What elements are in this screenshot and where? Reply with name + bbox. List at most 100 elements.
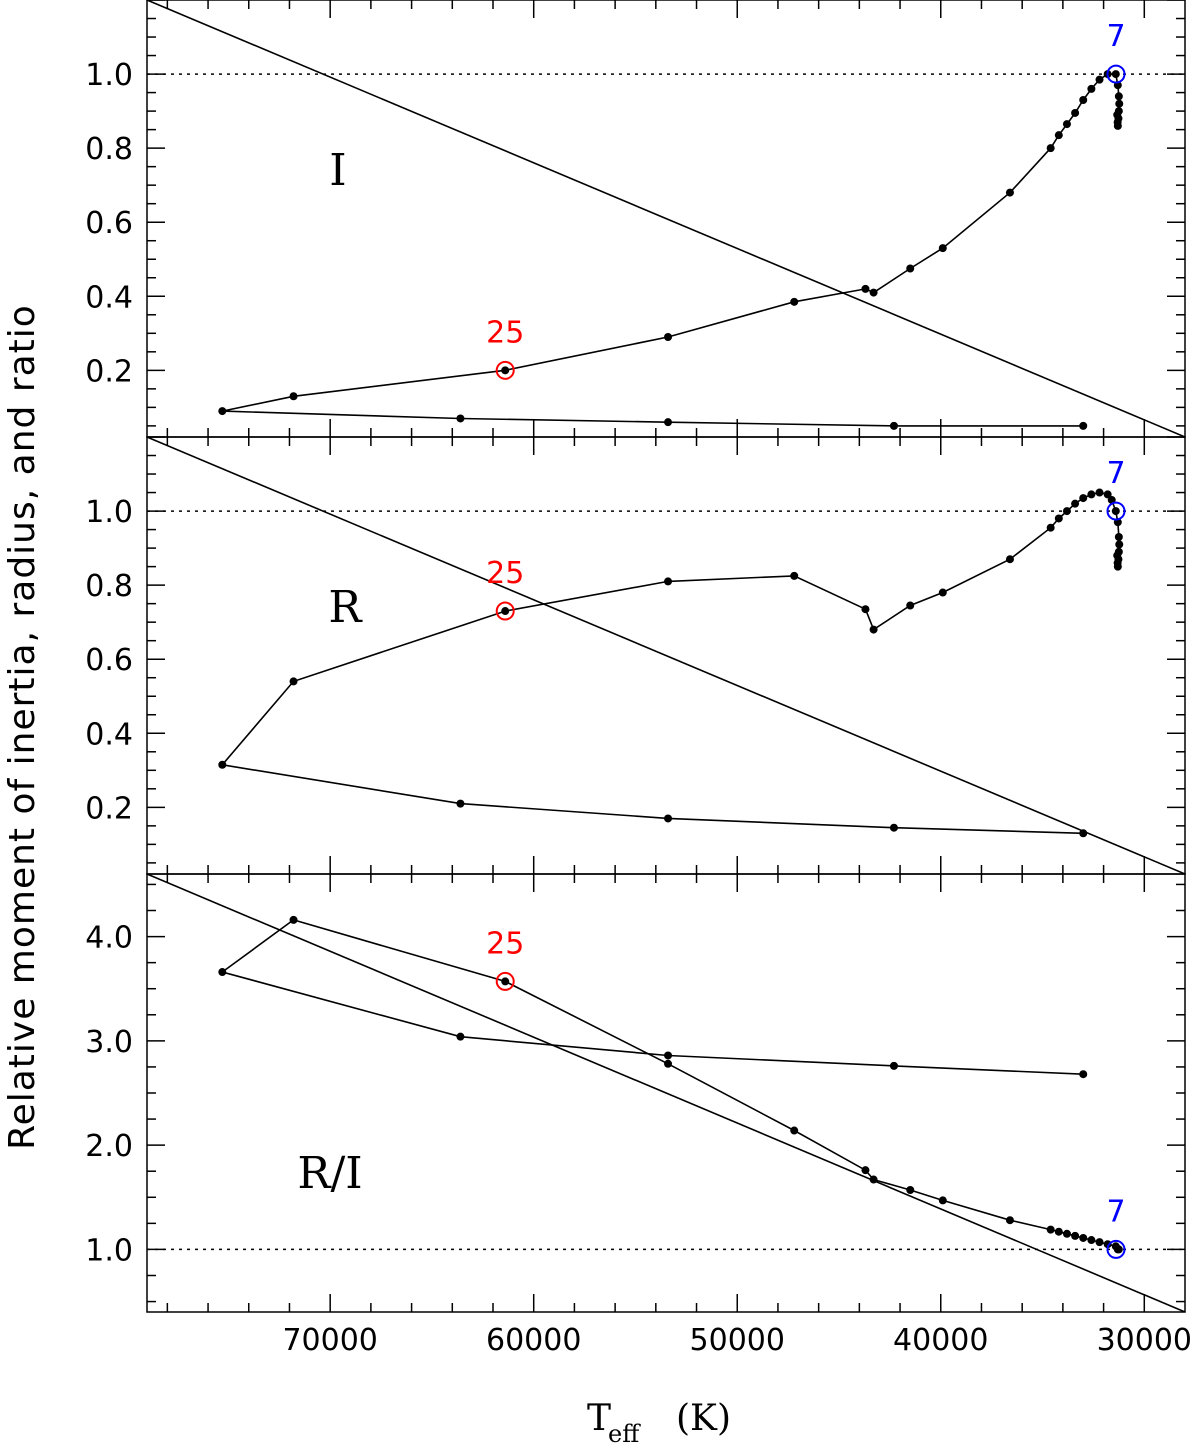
y-tick-label: 1.0 [85,58,133,93]
y-tick-label: 1.0 [85,1233,133,1268]
data-point [1071,1231,1080,1240]
y-tick-label: 1.0 [85,495,133,530]
plot-area [147,437,1185,874]
data-point [501,366,510,375]
data-point [889,823,898,832]
marker-25-label: 25 [486,926,524,961]
x-axis-label: T eff (K) [587,1398,731,1448]
data-point [456,799,465,808]
x-axis-label-sub: eff [608,1420,641,1448]
data-point [1005,555,1014,564]
panel-label: R/I [297,1148,362,1199]
data-point [664,1059,673,1068]
data-point [906,264,915,273]
data-point [790,297,799,306]
data-point [869,288,878,297]
marker-7-circle [1106,1239,1126,1259]
y-tick-label: 0.6 [85,206,133,241]
data-point [1115,99,1124,108]
data-point [1046,523,1055,532]
x-axis-label-unit: (K) [676,1398,731,1439]
track-line [220,919,1119,1251]
x-tick-label: 70000 [282,1323,377,1358]
data-point [1071,499,1080,508]
data-point [1079,1233,1088,1242]
data-point [1062,507,1071,516]
marker-7-circle [1106,64,1126,84]
y-tick-label: 2.0 [85,1129,133,1164]
y-tick-label: 0.8 [85,132,133,167]
data-point [1005,188,1014,197]
marker-25-circle [495,971,515,991]
data-point [790,571,799,580]
plot-area [147,874,1185,1312]
data-point [1087,84,1096,93]
y-tick-label: 0.4 [85,717,133,752]
data-point [289,392,298,401]
data-point [889,1061,898,1070]
data-point [1079,95,1088,104]
data-point [664,1051,673,1060]
y-tick-label: 0.4 [85,280,133,315]
data-point [1079,421,1088,430]
data-point [1087,490,1096,499]
plot-area [147,0,1185,437]
data-point [1114,532,1123,541]
y-tick-label: 0.2 [85,791,133,826]
marker-7-circle [1106,501,1126,521]
data-point [289,915,298,924]
data-point [889,421,898,430]
data-point [664,333,673,342]
data-point [1046,1225,1055,1234]
y-tick-label: 4.0 [85,921,133,956]
marker-25-label: 25 [486,556,524,591]
data-point [938,244,947,253]
track-line [222,73,1121,427]
data-point [1113,110,1122,119]
data-point [1095,488,1104,497]
data-point [1062,1229,1071,1238]
data-point [501,977,510,986]
data-point [906,1185,915,1194]
data-point [664,814,673,823]
data-point [1103,1240,1112,1249]
data-point [289,677,298,686]
data-point [1079,494,1088,503]
diagonal-line [147,437,1185,874]
diagonal-line [147,874,1185,1312]
data-point [1046,144,1055,153]
data-point [1054,131,1063,140]
x-tick-label: 50000 [690,1323,785,1358]
data-point [861,1166,870,1175]
marker-25-circle [495,360,515,380]
track-line [220,491,1121,835]
y-tick-label: 0.8 [85,569,133,604]
data-point [1114,1245,1123,1254]
data-point [218,760,227,769]
data-point [1095,75,1104,84]
data-point [1095,1238,1104,1247]
data-point [1103,490,1112,499]
data-point [938,1196,947,1205]
panel-label: I [329,145,346,196]
data-point [938,588,947,597]
data-point [501,607,510,616]
data-point [1079,1070,1088,1079]
panel-r-over-i: 1.0 2.0 3.0 4.0 R/I 25 7 [85,873,1186,1313]
data-point [1114,92,1123,101]
data-point [869,625,878,634]
data-point [1113,118,1122,127]
marker-7-label: 7 [1106,1194,1125,1229]
marker-7-label: 7 [1106,456,1125,491]
data-point [218,968,227,977]
panel-i: 0.2 0.4 0.6 0.8 1.0 I 25 7 [85,0,1186,438]
x-tick-label: 60000 [486,1323,581,1358]
data-point [456,1032,465,1041]
marker-25-label: 25 [486,315,524,350]
data-point [1062,120,1071,129]
data-point [664,577,673,586]
marker-25-circle [495,601,515,621]
y-tick-label: 0.2 [85,354,133,389]
data-point [1071,108,1080,117]
